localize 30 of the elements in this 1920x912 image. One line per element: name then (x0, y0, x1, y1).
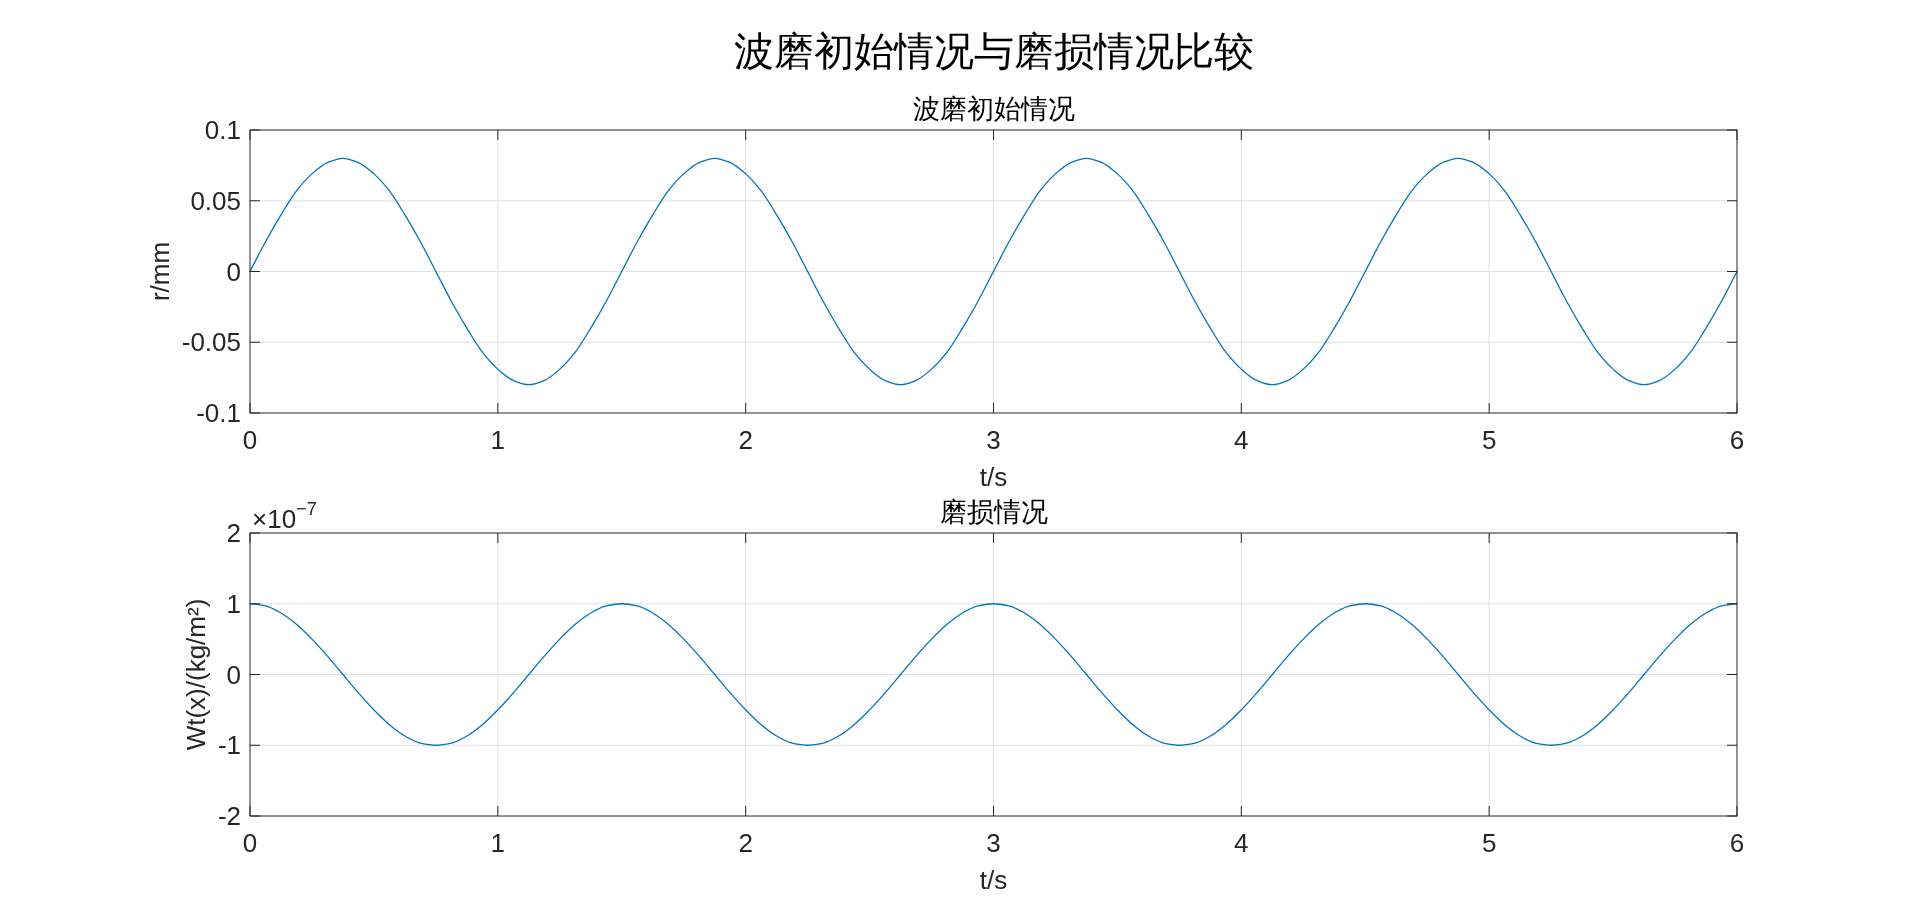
chart-title: 磨损情况 (939, 497, 1048, 527)
x-tick-label: 5 (1481, 425, 1497, 455)
x-tick-label: 2 (738, 828, 753, 858)
y-axis-title: r/mm (144, 241, 175, 302)
x-tick-label: 4 (1234, 425, 1249, 455)
x-tick-label: 6 (1729, 425, 1745, 455)
y-tick-label: 0 (226, 659, 241, 690)
y-tick-label: -0.1 (196, 398, 241, 428)
y-tick-label: -1 (217, 730, 241, 761)
x-tick-label: 1 (490, 425, 506, 455)
y-tick-label: 0 (226, 256, 241, 287)
x-tick-label: 1 (490, 828, 506, 858)
x-tick-label: 6 (1729, 828, 1745, 858)
x-tick-label: 3 (986, 425, 1001, 455)
y-tick-label: 2 (226, 518, 241, 548)
annotation: ×10$^{−7}$ (252, 499, 317, 534)
x-tick-label: 5 (1481, 828, 1497, 858)
x-axis-title: t/s (979, 462, 1008, 492)
chart-title: 波磨初始情况与磨损情况比较 (733, 28, 1254, 74)
y-axis-title: Wt(x)/(kg/m²) (180, 598, 211, 751)
x-tick-label: 3 (986, 828, 1001, 858)
y-tick-label: -0.05 (181, 327, 241, 358)
x-axis-title: t/s (979, 865, 1008, 895)
y-tick-label: 1 (226, 588, 241, 619)
y-tick-label: 0.1 (204, 115, 241, 145)
x-tick-label: 4 (1234, 828, 1249, 858)
chart-subtitle: 波磨初始情况 (912, 94, 1075, 124)
x-tick-label: 2 (738, 425, 753, 455)
y-tick-label: 0.05 (190, 185, 241, 216)
y-tick-label: -2 (217, 801, 241, 831)
